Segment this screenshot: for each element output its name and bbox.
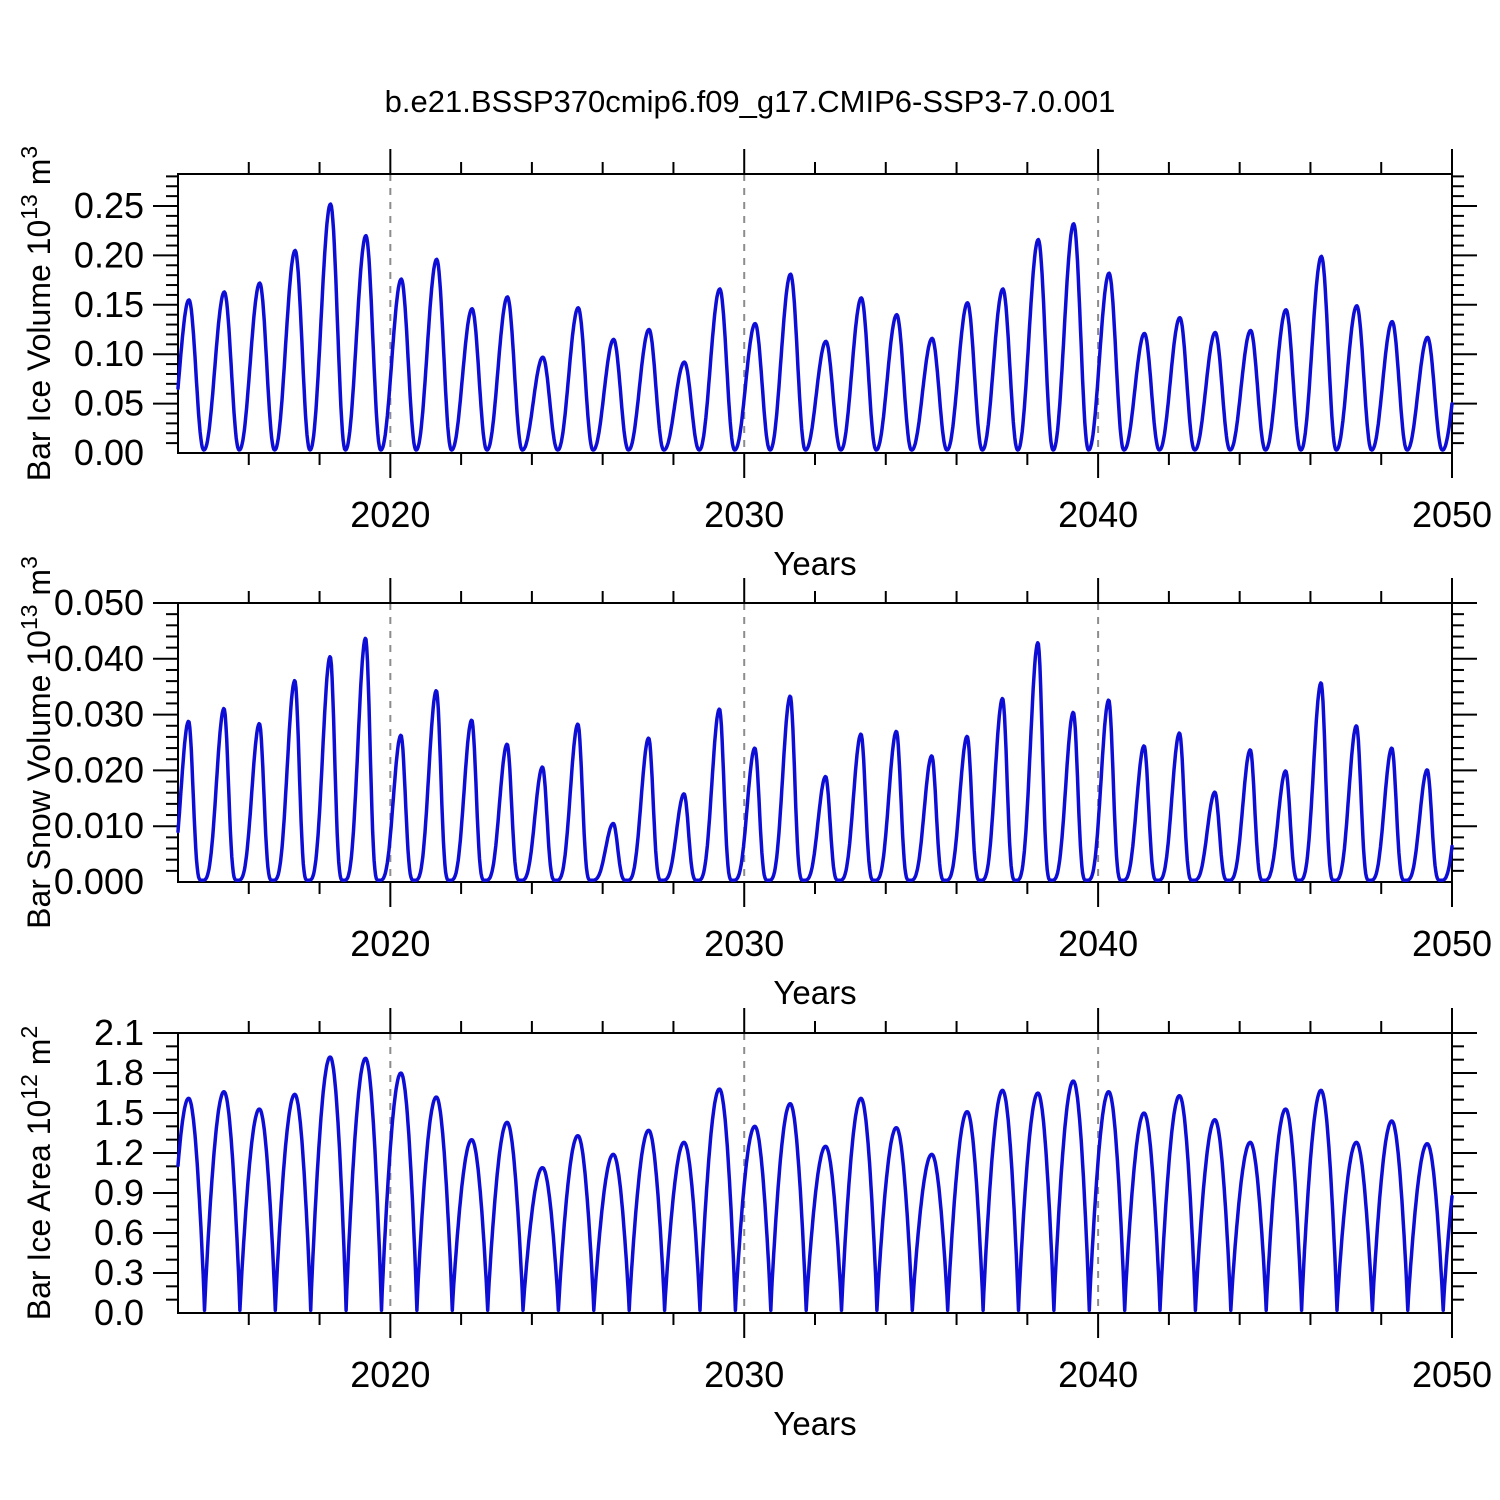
- x-tick-label: 2050: [1412, 1354, 1492, 1395]
- panel-snow-volume: 0.000 0.010 0.020 0.030 0.040 0.050 2020 2030 20…: [16, 556, 1492, 1011]
- y-tick-label: 0.040: [54, 638, 144, 679]
- y-tick-label: 0.010: [54, 805, 144, 846]
- x-tick-label: 2040: [1058, 494, 1138, 535]
- ice-volume-line: [176, 202, 1454, 452]
- x-tick-label: 2030: [704, 1354, 784, 1395]
- y-tick-label: 0.000: [54, 861, 144, 902]
- y-tick-label: 1.5: [94, 1092, 144, 1133]
- y-axis-title: Bar Snow Volume 1013 m3: [16, 556, 57, 929]
- y-tick-label: 0.6: [94, 1212, 144, 1253]
- y-tick-label: 0.10: [74, 333, 144, 374]
- x-tick-label: 2020: [350, 923, 430, 964]
- y-tick-label: 0.25: [74, 185, 144, 226]
- panel-ice-volume: 0.00 0.05 0.10 0.15 0.20 0.25 2020 2030 2040 2050…: [16, 146, 1492, 582]
- y-tick-label: 0.030: [54, 694, 144, 735]
- y-tick-label: 0.3: [94, 1252, 144, 1293]
- x-axis-title: Years: [773, 545, 856, 582]
- x-tick-label: 2030: [704, 494, 784, 535]
- x-tick-label: 2030: [704, 923, 784, 964]
- y-tick-label: 0.05: [74, 383, 144, 424]
- y-tick-label: 0.00: [74, 432, 144, 473]
- panel-ice-area: 0.00.30.60.91.21.51.82.1 2020 2030 2040 2050…: [16, 1008, 1492, 1442]
- y-tick-label: 0.20: [74, 234, 144, 275]
- y-axis-title: Bar Ice Area 1012 m2: [16, 1026, 57, 1321]
- y-tick-label: 0.050: [54, 582, 144, 623]
- y-tick-label: 0.9: [94, 1172, 144, 1213]
- x-tick-label: 2050: [1412, 923, 1492, 964]
- y-tick-label: 2.1: [94, 1012, 144, 1053]
- x-tick-label: 2040: [1058, 1354, 1138, 1395]
- x-tick-label: 2040: [1058, 923, 1138, 964]
- x-tick-label: 2020: [350, 1354, 430, 1395]
- y-tick-label: 1.8: [94, 1052, 144, 1093]
- page-title: b.e21.BSSP370cmip6.f09_g17.CMIP6-SSP3-7.…: [384, 84, 1116, 119]
- x-axis-title: Years: [773, 1405, 856, 1442]
- y-tick-label: 0.020: [54, 749, 144, 790]
- y-tick-label: 0.0: [94, 1292, 144, 1333]
- y-tick-label: 0.15: [74, 284, 144, 325]
- x-tick-label: 2050: [1412, 494, 1492, 535]
- ice-area-line: [176, 1055, 1454, 1313]
- x-axis-title: Years: [773, 974, 856, 1011]
- y-axis-title: Bar Ice Volume 1013 m3: [16, 146, 57, 481]
- x-tick-label: 2020: [350, 494, 430, 535]
- snow-volume-line: [176, 636, 1454, 883]
- y-tick-label: 1.2: [94, 1132, 144, 1173]
